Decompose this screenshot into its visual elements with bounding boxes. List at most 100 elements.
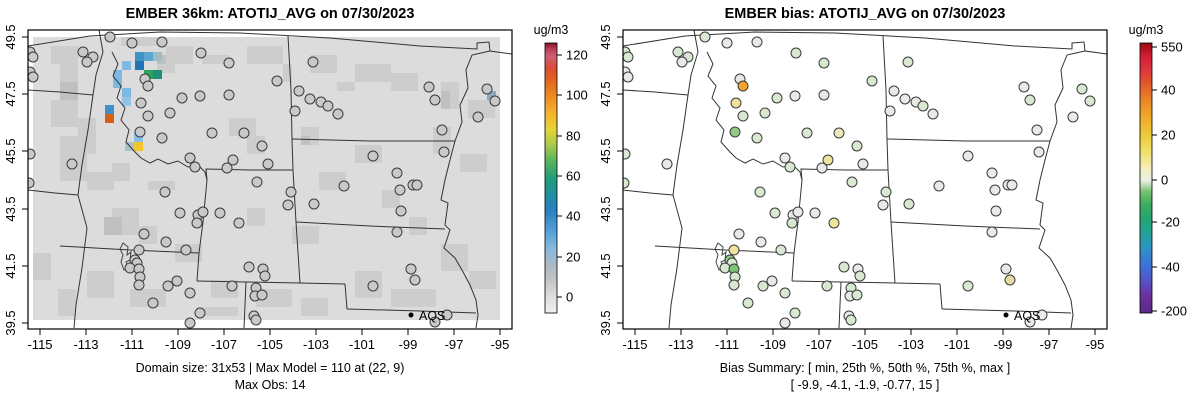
model-value-cell [122, 97, 131, 106]
state-border [1035, 50, 1086, 329]
bias-point [784, 161, 796, 173]
obs-point [134, 126, 146, 138]
y-axis-tick-label: 45.5 [3, 138, 18, 163]
state-border [838, 281, 842, 329]
x-axis-tick-label: -101 [349, 337, 375, 352]
bias-point [733, 228, 745, 240]
model-gray-cell [166, 46, 193, 64]
obs-point [164, 107, 176, 119]
obs-point [176, 92, 188, 104]
obs-point [138, 228, 150, 240]
bias-point [851, 140, 863, 152]
state-border [890, 221, 1041, 230]
obs-point [162, 280, 174, 292]
model-gray-cell [157, 64, 175, 73]
y-axis-tick-label: 43.5 [598, 196, 613, 221]
obs-point [81, 56, 93, 68]
obs-point [391, 167, 403, 179]
obs-point [184, 152, 196, 164]
state-border [346, 308, 477, 314]
obs-point [194, 90, 206, 102]
state-border [791, 280, 941, 285]
model-value-cell [122, 61, 131, 70]
bias-point [828, 217, 840, 229]
obs-point [28, 51, 39, 63]
model-gray-cell [469, 271, 496, 289]
x-axis-tick-label: -111 [120, 337, 144, 352]
y-axis-tick-label: 47.5 [598, 81, 613, 106]
colorbar-tick-label: -200 [1161, 304, 1187, 319]
bias-point [1084, 95, 1096, 107]
bias-point [1000, 263, 1012, 275]
obs-point [233, 217, 245, 229]
bias-point [816, 162, 828, 174]
bias-point [775, 244, 787, 256]
bias-point [801, 127, 813, 139]
bias-point [1033, 146, 1045, 158]
model-gray-cell [87, 271, 114, 298]
obs-point [308, 198, 320, 210]
obs-point [184, 317, 196, 329]
bias-point [729, 126, 741, 138]
y-axis-tick-label: 49.5 [3, 24, 18, 49]
obs-point [367, 280, 379, 292]
bias-point [751, 132, 763, 144]
colorbar-tick-label: 20 [1161, 128, 1175, 143]
bias-point [986, 226, 998, 238]
bias-point [751, 36, 763, 48]
model-gray-cell [202, 55, 229, 64]
colorbar-tick-label: 100 [566, 88, 588, 103]
bias-point [676, 56, 688, 68]
x-axis-tick-label: -95 [491, 337, 510, 352]
x-axis-tick-label: -99 [994, 337, 1013, 352]
bias-point [846, 176, 858, 188]
state-border [654, 245, 795, 254]
bias-point [786, 217, 798, 229]
bias-point [903, 198, 915, 210]
x-axis-tick-label: -107 [211, 337, 237, 352]
aqs-legend-dot [408, 312, 414, 318]
model-gray-cell [441, 91, 450, 109]
model-gray-cell [87, 172, 114, 190]
model-gray-cell [460, 154, 487, 172]
obs-point [126, 37, 138, 49]
colorbar-tick-label: 0 [1161, 173, 1168, 188]
x-axis-tick-label: -115 [622, 337, 647, 352]
x-axis-tick-label: -105 [852, 337, 878, 352]
state-border [111, 51, 208, 181]
bias-caption-line2: [ -9.9, -4.1, -1.9, -0.77, 15 ] [790, 378, 940, 392]
bias-plot-area: AQS [623, 30, 1107, 329]
state-border [196, 252, 200, 282]
obs-point [104, 31, 116, 43]
bias-point [623, 177, 630, 189]
obs-point [243, 261, 255, 273]
model-gray-cell [391, 289, 436, 307]
bias-point [1067, 111, 1079, 123]
model-value-cell [134, 133, 143, 142]
state-border [28, 189, 79, 196]
colorbar-tick-label: -40 [1161, 260, 1180, 275]
model-value-cell [113, 70, 122, 79]
obs-point [160, 236, 172, 248]
model-value-cell [153, 52, 162, 61]
bias-point [854, 270, 866, 282]
model-panel-title: EMBER 36km: ATOTIJ_AVG on 07/30/2023 [125, 6, 415, 22]
model-gray-cell [60, 82, 78, 100]
model-gray-cell [247, 208, 265, 226]
model-gray-cell [409, 217, 427, 235]
colorbar-tick-label: -20 [1161, 215, 1180, 230]
bias-point [1018, 81, 1030, 93]
state-border [59, 245, 200, 254]
bias-point [742, 297, 754, 309]
state-border [196, 280, 346, 285]
state-border [886, 138, 1050, 142]
colorbar-tick-label: 0 [566, 290, 573, 305]
bias-point [902, 56, 914, 68]
state-border [623, 189, 674, 196]
colorbar-tick-label: 60 [566, 169, 580, 184]
bias-point [719, 262, 731, 274]
obs-point [409, 274, 421, 286]
state-border [344, 283, 348, 310]
x-axis-tick-label: -109 [165, 337, 191, 352]
